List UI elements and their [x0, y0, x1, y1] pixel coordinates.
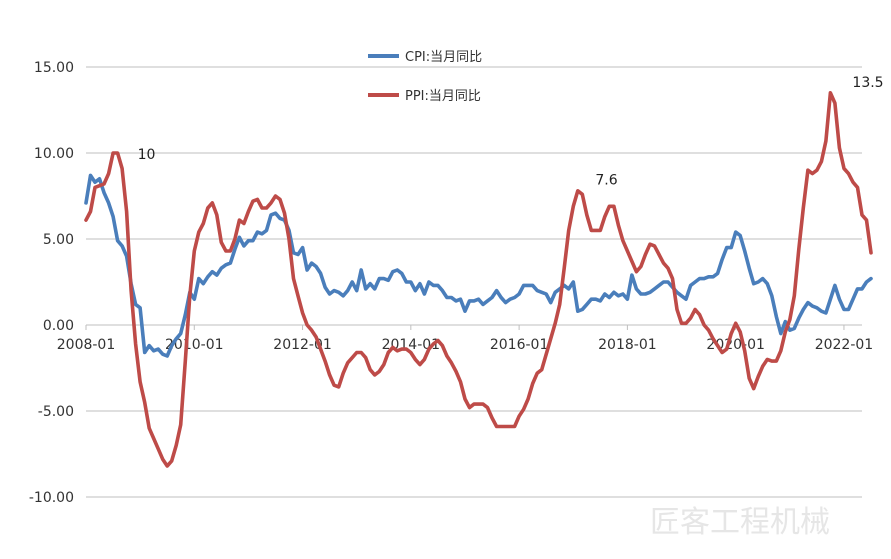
y-tick-label: 5.00 — [43, 232, 74, 248]
legend: CPI:当月同比 PPI:当月同比 — [368, 50, 482, 104]
annotations: 10 7.6 13.5 — [138, 75, 884, 189]
series-lines — [84, 91, 873, 468]
y-axis-ticks: 15.00 10.00 5.00 0.00 -5.00 -10.00 — [29, 60, 74, 506]
y-tick-label: -5.00 — [38, 404, 74, 420]
y-tick-label: 15.00 — [34, 60, 74, 76]
x-tick-label: 2016-01 — [490, 337, 549, 353]
cpi-line — [84, 173, 873, 358]
legend-label-cpi: CPI:当月同比 — [405, 50, 482, 65]
y-tick-label: -10.00 — [29, 490, 74, 506]
data-label: 10 — [138, 147, 156, 163]
legend-label-ppi: PPI:当月同比 — [405, 89, 481, 104]
x-tick-label: 2018-01 — [598, 337, 657, 353]
data-label: 13.5 — [852, 75, 883, 91]
y-tick-label: 10.00 — [34, 146, 74, 162]
gridlines — [86, 66, 862, 498]
x-tick-label: 2008-01 — [57, 337, 116, 353]
data-label: 7.6 — [595, 172, 617, 188]
x-axis-ticks: 2008-01 2010-01 2012-01 2014-01 2016-01 2018-… — [57, 325, 873, 353]
x-tick-label: 2010-01 — [165, 337, 224, 353]
x-tick-label: 2022-01 — [815, 337, 874, 353]
ppi-line — [84, 91, 873, 468]
watermark: 匠客工程机械 — [650, 505, 830, 540]
y-tick-label: 0.00 — [43, 318, 74, 334]
